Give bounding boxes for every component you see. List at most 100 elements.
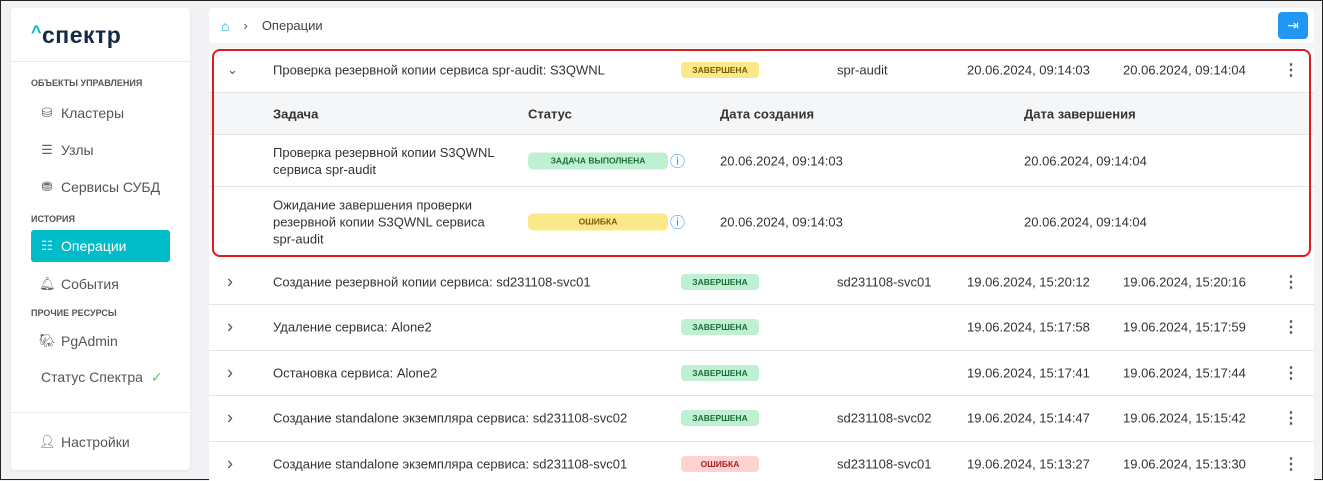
finished: 20.06.2024, 09:14:04: [1123, 62, 1246, 78]
service: spr-audit: [837, 62, 888, 78]
created: 20.06.2024, 09:14:03: [720, 153, 843, 168]
chevron-right-icon: ›: [243, 18, 248, 33]
sidebar-item-pgadmin[interactable]: 🐘︎ PgAdmin: [31, 324, 170, 358]
status-badge: ЗАВЕРШЕНА: [681, 62, 759, 78]
breadcrumb: ⌂ › Операции ⇥: [209, 8, 1314, 43]
clusters-icon: ⛁: [41, 104, 53, 120]
sidebar-item-nodes[interactable]: ☰ Узлы: [31, 131, 170, 168]
pgadmin-icon: 🐘︎: [39, 333, 56, 348]
more-icon[interactable]: ⋮: [1283, 273, 1299, 291]
label: Узлы: [61, 141, 94, 158]
sidebar-item-clusters[interactable]: ⛁ Кластеры: [31, 94, 170, 131]
operation-title: Создание резервной копии сервиса: sd2311…: [273, 274, 591, 289]
task-name: Проверка резервной копии S3QWNL сервиса …: [273, 144, 495, 177]
more-icon[interactable]: ⋮: [1283, 455, 1299, 473]
operations-table: ⌄ Проверка резервной копии сервиса spr-a…: [209, 48, 1314, 481]
breadcrumb-current: Операции: [261, 18, 323, 33]
section-title: ПРОЧИЕ РЕСУРСЫ: [31, 308, 117, 318]
created: 19.06.2024, 15:13:27: [967, 456, 1090, 471]
status-badge: ЗАВЕРШЕНА: [681, 273, 759, 290]
logo-text: спектр: [42, 22, 122, 48]
chevron-right-icon[interactable]: ›: [227, 271, 233, 291]
operation-title: Удаление сервиса: Alone2: [273, 319, 432, 335]
operation-title: Создание standalone экземпляра сервиса: …: [273, 456, 628, 471]
label: Операции: [61, 238, 127, 254]
status-badge: ЗАВЕРШЕНА: [681, 364, 759, 381]
label: PgAdmin: [61, 333, 118, 349]
chevron-down-icon[interactable]: ⌄: [227, 62, 238, 77]
logo[interactable]: ^спектр: [11, 8, 190, 62]
table-row[interactable]: › Создание резервной копии сервиса: sd23…: [209, 259, 1314, 305]
task-name: Ожидание завершения проверки резервной к…: [273, 197, 485, 247]
logout-button[interactable]: ⇥: [1278, 12, 1308, 39]
table-row[interactable]: › Создание standalone экземпляра сервиса…: [209, 441, 1314, 481]
operation-title: Остановка сервиса: Alone2: [273, 365, 438, 380]
label: Кластеры: [61, 104, 124, 121]
section-title: ИСТОРИЯ: [31, 214, 75, 224]
table-row[interactable]: › Удаление сервиса: Alone2 ЗАВЕРШЕНА 19.…: [209, 305, 1314, 351]
service: sd231108-svc01: [837, 274, 932, 289]
label: События: [61, 275, 119, 292]
status-label: Статус Спектра: [41, 369, 143, 385]
home-icon[interactable]: ⌂: [221, 17, 230, 34]
chevron-right-icon[interactable]: ›: [227, 316, 233, 337]
status-badge: ЗАВЕРШЕНА: [681, 410, 759, 426]
table-row[interactable]: › Остановка сервиса: Alone2 ЗАВЕРШЕНА 19…: [209, 350, 1314, 396]
table-row-expanded[interactable]: ⌄ Проверка резервной копии сервиса spr-a…: [209, 48, 1314, 93]
status-badge: ОШИБКА: [681, 455, 759, 472]
label: Настройки: [61, 433, 130, 450]
finished: 19.06.2024, 15:13:30: [1123, 456, 1246, 471]
sidebar-item-settings[interactable]: 👤︎ Настройки: [31, 423, 170, 460]
info-icon[interactable]: ⓘ: [670, 153, 686, 170]
created: 20.06.2024, 09:14:03: [967, 62, 1090, 78]
section-title: ОБЪЕКТЫ УПРАВЛЕНИЯ: [31, 78, 143, 88]
user-icon: 👤︎: [39, 433, 56, 449]
task-row: Проверка резервной копии S3QWNL сервиса …: [209, 135, 1314, 187]
column-header: Статус: [528, 106, 572, 121]
finished: 19.06.2024, 15:17:44: [1123, 365, 1246, 380]
sidebar-item-operations[interactable]: ☷ Операции: [31, 230, 170, 262]
status-badge: ЗАВЕРШЕНА: [681, 319, 759, 335]
subtable-header: Задача Статус Дата создания Дата заверше…: [209, 93, 1314, 135]
finished: 20.06.2024, 09:14:04: [1024, 153, 1147, 168]
created: 19.06.2024, 15:14:47: [967, 410, 1090, 426]
chevron-right-icon[interactable]: ›: [227, 453, 233, 473]
chevron-right-icon[interactable]: ›: [227, 407, 233, 428]
operation-title: Создание standalone экземпляра сервиса: …: [273, 410, 628, 426]
task-status-badge: ЗАДАЧА ВЫПОЛНЕНА: [528, 152, 668, 169]
finished: 20.06.2024, 09:14:04: [1024, 214, 1147, 230]
info-icon[interactable]: ⓘ: [670, 214, 686, 232]
sidebar: ^спектр ОБЪЕКТЫ УПРАВЛЕНИЯ ⛁ Кластеры ☰ Уз…: [11, 8, 190, 470]
spectr-status[interactable]: Статус Спектра ✓: [41, 358, 190, 396]
sidebar-item-db-services[interactable]: ⛃ Сервисы СУБД: [31, 168, 170, 205]
chevron-right-icon[interactable]: ›: [227, 362, 233, 382]
created: 19.06.2024, 15:17:58: [967, 319, 1090, 335]
operation-title: Проверка резервной копии сервиса spr-aud…: [273, 62, 605, 78]
finished: 19.06.2024, 15:17:59: [1123, 319, 1246, 335]
check-icon: ✓: [150, 368, 163, 385]
operations-icon: ☷: [41, 238, 53, 253]
bell-icon: 🔔︎: [39, 275, 56, 291]
finished: 19.06.2024, 15:20:16: [1123, 274, 1246, 289]
column-header: Дата завершения: [1024, 106, 1136, 121]
more-icon[interactable]: ⋮: [1283, 62, 1299, 79]
task-status-badge: ОШИБКА: [528, 213, 668, 231]
db-services-icon: ⛃: [41, 178, 53, 194]
column-header: Дата создания: [720, 106, 815, 121]
sidebar-item-events[interactable]: 🔔︎ События: [31, 265, 170, 302]
task-row: Ожидание завершения проверки резервной к…: [209, 187, 1314, 257]
logout-icon: ⇥: [1287, 17, 1299, 33]
created: 19.06.2024, 15:20:12: [967, 274, 1090, 289]
created: 19.06.2024, 15:17:41: [967, 365, 1090, 380]
created: 20.06.2024, 09:14:03: [720, 214, 843, 230]
more-icon[interactable]: ⋮: [1283, 319, 1299, 336]
table-row[interactable]: › Создание standalone экземпляра сервиса…: [209, 396, 1314, 442]
label: Сервисы СУБД: [61, 178, 161, 195]
column-header: Задача: [273, 106, 319, 121]
more-icon[interactable]: ⋮: [1283, 410, 1299, 427]
finished: 19.06.2024, 15:15:42: [1123, 410, 1246, 426]
service: sd231108-svc02: [837, 410, 932, 426]
service: sd231108-svc01: [837, 456, 932, 471]
nodes-icon: ☰: [41, 141, 53, 157]
more-icon[interactable]: ⋮: [1283, 364, 1299, 382]
